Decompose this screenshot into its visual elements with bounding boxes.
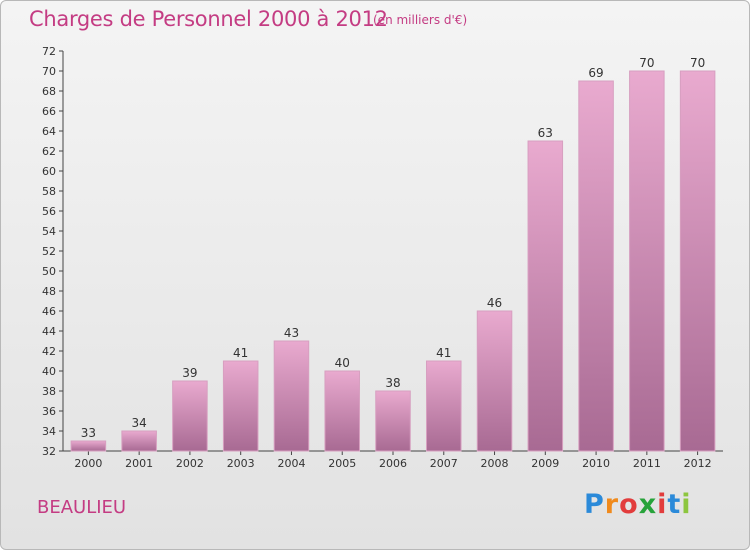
data-label-2006: 38 [385, 376, 400, 390]
logo-letter: x [638, 489, 658, 520]
data-label-2004: 43 [284, 326, 299, 340]
y-tick-label: 64 [42, 125, 56, 138]
y-tick-label: 50 [42, 265, 56, 278]
bar-2001 [121, 430, 157, 452]
logo-letter: P [584, 489, 605, 520]
bar-2002 [172, 380, 208, 452]
data-label-2012: 70 [690, 56, 705, 70]
y-tick-label: 70 [42, 65, 56, 78]
data-label-2002: 39 [182, 366, 197, 380]
data-label-2010: 69 [588, 66, 603, 80]
data-label-2000: 33 [81, 426, 96, 440]
x-axis: 2000 2001 2002 2003 2004 2005 2006 2007 2008 2009… [63, 450, 723, 470]
x-tick-label-2002: 2002 [176, 457, 204, 470]
y-tick-label: 46 [42, 305, 56, 318]
y-tick-label: 38 [42, 385, 56, 398]
x-tick-label-2011: 2011 [633, 457, 661, 470]
data-label-2007: 41 [436, 346, 451, 360]
bar-2008 [476, 310, 513, 452]
x-tick-label-2003: 2003 [227, 457, 255, 470]
x-tick-label-2008: 2008 [481, 457, 509, 470]
y-tick-label: 62 [42, 145, 56, 158]
x-tick-label-2004: 2004 [277, 457, 305, 470]
y-tick-label: 72 [42, 45, 56, 58]
x-tick-label-2000: 2000 [74, 457, 102, 470]
x-tick-label-2007: 2007 [430, 457, 458, 470]
bar-2009 [527, 140, 564, 452]
bar-2006 [375, 390, 411, 452]
logo-letter: o [619, 489, 639, 520]
logo-letter: r [604, 489, 620, 520]
logo-letter: i [657, 489, 668, 520]
data-labels: 33 34 39 41 43 40 38 41 46 63 69 70 70 [81, 56, 706, 440]
bar-2004 [273, 340, 310, 452]
bar-2005 [324, 370, 360, 452]
x-tick-label-2006: 2006 [379, 457, 407, 470]
y-tick-label: 34 [42, 425, 56, 438]
data-label-2008: 46 [487, 296, 502, 310]
bar-2010 [578, 80, 614, 452]
x-tick-label-2005: 2005 [328, 457, 356, 470]
y-tick-label: 44 [42, 325, 56, 338]
data-label-2009: 63 [538, 126, 553, 140]
proxiti-logo[interactable]: Proxiti [584, 489, 692, 520]
bar-2000 [70, 440, 107, 452]
y-tick-label: 52 [42, 245, 56, 258]
y-tick-label: 36 [42, 405, 56, 418]
y-tick-label: 66 [42, 105, 56, 118]
x-tick-label-2012: 2012 [684, 457, 712, 470]
logo-letter: i [681, 489, 692, 520]
bar-2003 [222, 360, 259, 452]
y-tick-label: 40 [42, 365, 56, 378]
commune-name: BEAULIEU [37, 497, 127, 518]
y-tick-label: 60 [42, 165, 56, 178]
chart-subtitle: (en milliers d'€) [373, 13, 468, 27]
x-tick-label-2009: 2009 [531, 457, 559, 470]
y-tick-label: 58 [42, 185, 56, 198]
data-label-2011: 70 [639, 56, 654, 70]
y-tick-label: 54 [42, 225, 56, 238]
x-tick-label-2010: 2010 [582, 457, 610, 470]
logo-letter: t [667, 489, 682, 520]
bar-2007 [426, 360, 462, 452]
y-tick-label: 32 [42, 445, 56, 458]
bars [70, 70, 716, 452]
data-label-2001: 34 [132, 416, 147, 430]
bar-2012 [679, 70, 716, 452]
y-tick-label: 68 [42, 85, 56, 98]
data-label-2003: 41 [233, 346, 248, 360]
y-tick-label: 42 [42, 345, 56, 358]
chart-title: Charges de Personnel 2000 à 2012 [29, 7, 388, 31]
data-label-2005: 40 [335, 356, 350, 370]
x-tick-label-2001: 2001 [125, 457, 153, 470]
y-axis: 32 34 36 38 40 42 44 46 48 50 52 54 56 58 60 62 64 66 68 70… [42, 45, 64, 458]
y-tick-label: 56 [42, 205, 56, 218]
y-tick-label: 48 [42, 285, 56, 298]
bar-2011 [629, 70, 665, 452]
